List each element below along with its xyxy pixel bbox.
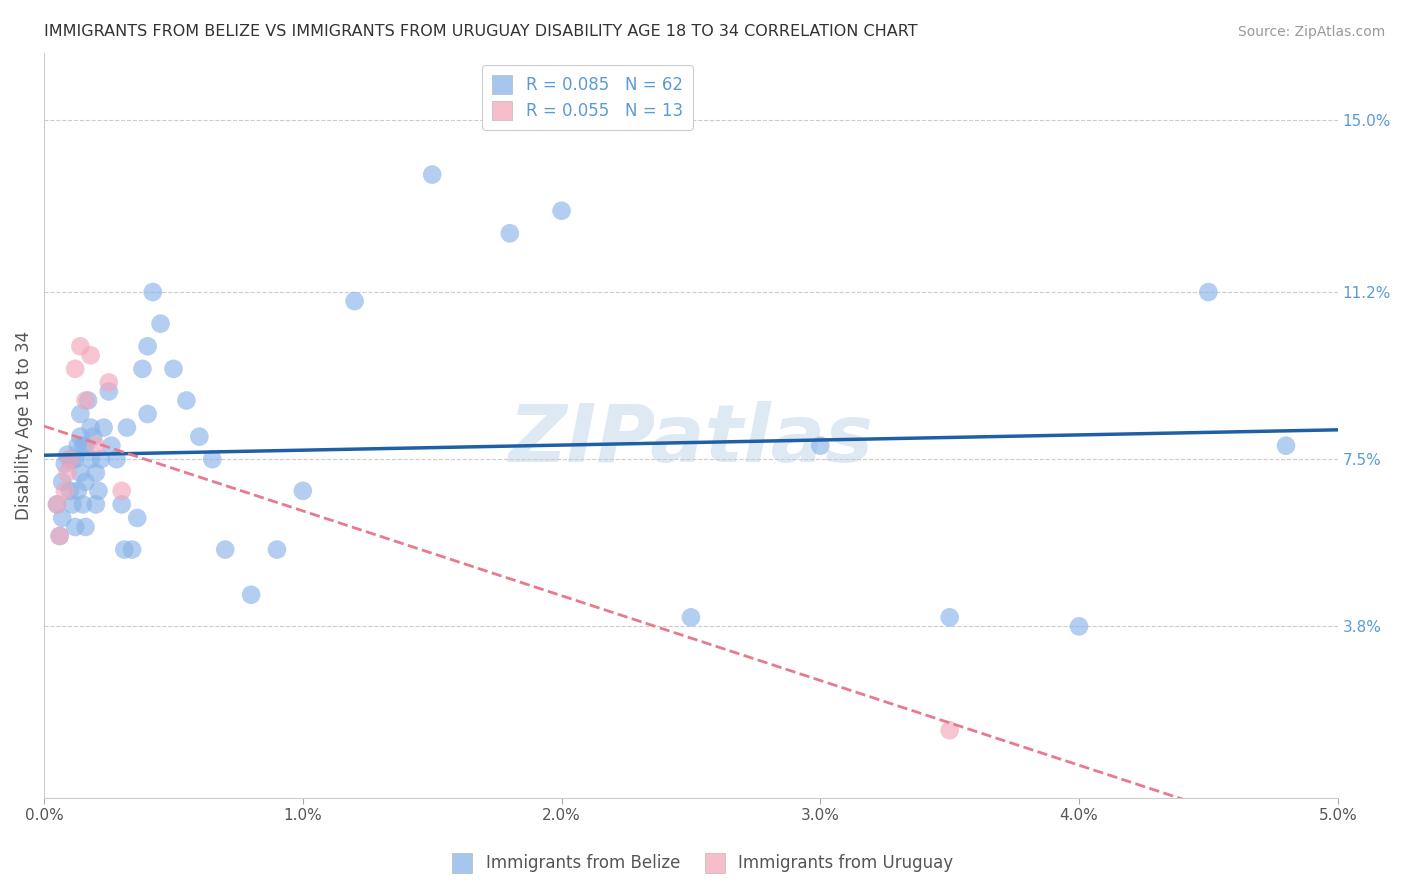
Point [121, 542, 143, 557]
Point [51, 511, 73, 525]
Point [142, 285, 165, 299]
Point [51, 475, 73, 489]
Point [69, 339, 91, 353]
Point [79, 420, 101, 434]
Point [97, 384, 120, 399]
Point [343, 294, 366, 309]
Point [69, 466, 91, 480]
Point [136, 339, 159, 353]
Point [499, 227, 522, 241]
Point [90, 452, 112, 467]
Point [214, 542, 236, 557]
Point [79, 348, 101, 362]
Point [240, 588, 263, 602]
Point [111, 483, 134, 498]
Point [66, 439, 89, 453]
Point [127, 511, 149, 525]
Point [1275, 439, 1298, 453]
Point [420, 168, 443, 182]
Point [53, 483, 76, 498]
Point [84, 466, 107, 480]
Point [1067, 619, 1090, 633]
Point [48, 529, 70, 543]
Point [66, 483, 89, 498]
Point [1197, 285, 1219, 299]
Point [97, 376, 120, 390]
Point [149, 317, 172, 331]
Point [188, 429, 211, 443]
Point [46, 497, 69, 511]
Point [84, 439, 107, 453]
Point [53, 457, 76, 471]
Legend: Immigrants from Belize, Immigrants from Uruguay: Immigrants from Belize, Immigrants from … [446, 847, 960, 880]
Point [63, 452, 86, 467]
Point [62, 497, 84, 511]
Point [100, 439, 122, 453]
Point [808, 439, 831, 453]
Point [69, 407, 91, 421]
Y-axis label: Disability Age 18 to 34: Disability Age 18 to 34 [15, 331, 32, 520]
Point [111, 497, 134, 511]
Point [63, 520, 86, 534]
Point [938, 610, 960, 624]
Point [105, 452, 128, 467]
Point [72, 439, 94, 453]
Point [938, 723, 960, 738]
Point [59, 452, 82, 467]
Point [115, 420, 138, 434]
Text: ZIPatlas: ZIPatlas [509, 401, 873, 479]
Point [679, 610, 702, 624]
Point [59, 452, 82, 467]
Point [75, 475, 97, 489]
Point [75, 393, 97, 408]
Text: IMMIGRANTS FROM BELIZE VS IMMIGRANTS FROM URUGUAY DISABILITY AGE 18 TO 34 CORREL: IMMIGRANTS FROM BELIZE VS IMMIGRANTS FRO… [44, 24, 918, 39]
Point [82, 429, 104, 443]
Point [79, 452, 101, 467]
Point [176, 393, 198, 408]
Point [112, 542, 135, 557]
Point [84, 497, 107, 511]
Point [136, 407, 159, 421]
Legend: R = 0.085   N = 62, R = 0.055   N = 13: R = 0.085 N = 62, R = 0.055 N = 13 [482, 64, 693, 130]
Point [77, 393, 100, 408]
Point [93, 420, 115, 434]
Point [266, 542, 288, 557]
Point [56, 448, 79, 462]
Point [87, 483, 110, 498]
Point [69, 429, 91, 443]
Point [75, 439, 97, 453]
Point [291, 483, 314, 498]
Point [75, 520, 97, 534]
Point [162, 362, 184, 376]
Point [48, 529, 70, 543]
Point [56, 466, 79, 480]
Point [62, 452, 84, 467]
Point [201, 452, 224, 467]
Point [72, 497, 94, 511]
Point [63, 362, 86, 376]
Point [550, 203, 572, 218]
Point [59, 483, 82, 498]
Point [131, 362, 153, 376]
Point [46, 497, 69, 511]
Text: Source: ZipAtlas.com: Source: ZipAtlas.com [1237, 25, 1385, 39]
